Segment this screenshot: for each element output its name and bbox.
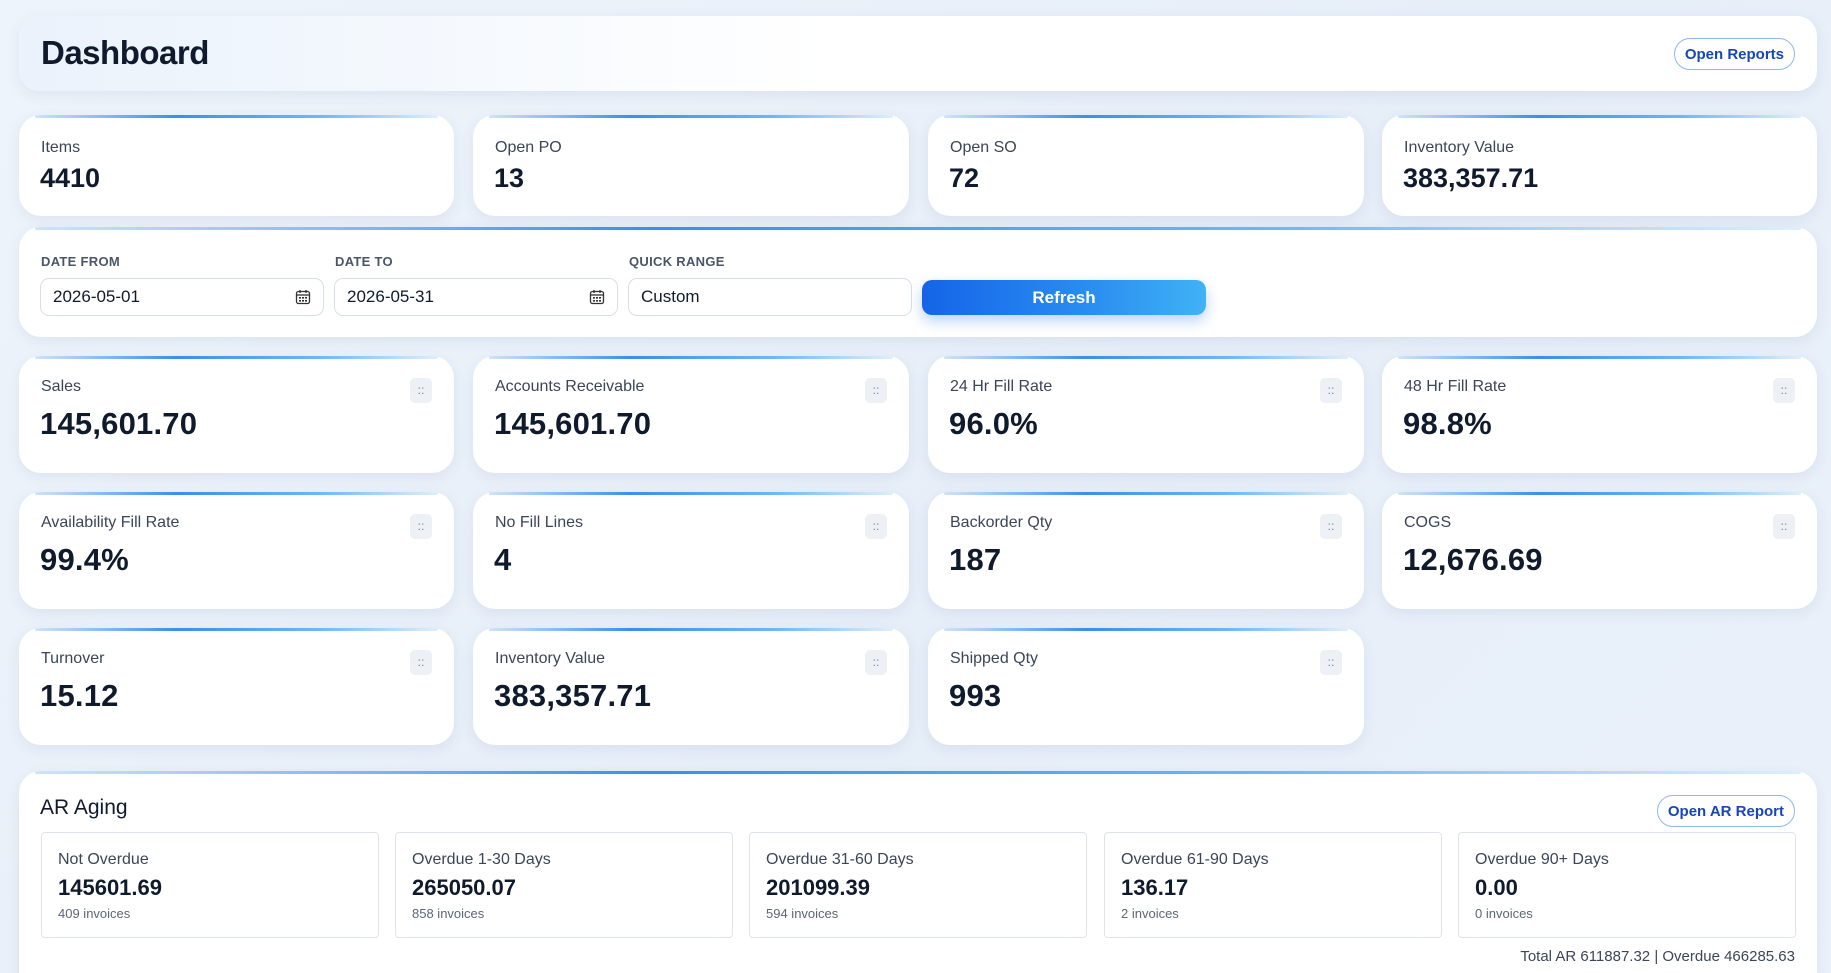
metric-value: 145,601.70 bbox=[494, 406, 652, 441]
ar-bucket-overdue-90-plus: Overdue 90+ Days 0.00 0 invoices bbox=[1458, 832, 1796, 938]
drag-handle-icon[interactable]: :: bbox=[865, 650, 887, 675]
kpi-value: 4410 bbox=[40, 163, 101, 193]
drag-handle-icon[interactable]: :: bbox=[1320, 650, 1342, 675]
quick-range-value: Custom bbox=[641, 287, 700, 306]
kpi-card-open-so: Open SO 72 bbox=[928, 115, 1364, 216]
date-from-input[interactable]: 2026-05-01 bbox=[40, 278, 324, 316]
metric-card-sales: Sales 145,601.70 :: bbox=[19, 356, 454, 473]
drag-handle-icon[interactable]: :: bbox=[1320, 378, 1342, 403]
metric-label: COGS bbox=[1404, 514, 1452, 531]
metric-value: 99.4% bbox=[40, 542, 129, 577]
kpi-card-items: Items 4410 bbox=[19, 115, 454, 216]
metric-value: 12,676.69 bbox=[1403, 542, 1543, 577]
page-title: Dashboard bbox=[41, 34, 209, 71]
bucket-invoice-count: 858 invoices bbox=[412, 906, 485, 921]
quick-range-select[interactable]: Custom bbox=[628, 278, 912, 316]
date-to-value: 2026-05-31 bbox=[347, 287, 434, 306]
metric-label: Inventory Value bbox=[495, 650, 605, 667]
metric-card-cogs: COGS 12,676.69 :: bbox=[1382, 492, 1817, 609]
metric-value: 187 bbox=[949, 542, 1002, 577]
open-reports-button[interactable]: Open Reports bbox=[1673, 38, 1795, 70]
date-to-label: DATE TO bbox=[335, 254, 393, 269]
bucket-label: Overdue 90+ Days bbox=[1475, 851, 1609, 868]
metric-card-availability-fill-rate: Availability Fill Rate 99.4% :: bbox=[19, 492, 454, 609]
metric-label: Accounts Receivable bbox=[495, 378, 645, 395]
bucket-value: 145601.69 bbox=[58, 875, 162, 900]
metric-label: Shipped Qty bbox=[950, 650, 1039, 667]
metric-label: 24 Hr Fill Rate bbox=[950, 378, 1053, 395]
metric-card-turnover: Turnover 15.12 :: bbox=[19, 628, 454, 745]
bucket-value: 136.17 bbox=[1121, 875, 1189, 900]
ar-aging-title: AR Aging bbox=[40, 796, 128, 819]
kpi-label: Open PO bbox=[495, 139, 562, 156]
date-from-label: DATE FROM bbox=[41, 254, 121, 269]
metric-label: Turnover bbox=[41, 650, 105, 667]
drag-handle-icon[interactable]: :: bbox=[1773, 514, 1795, 539]
kpi-value: 13 bbox=[494, 163, 525, 193]
kpi-value: 72 bbox=[949, 163, 980, 193]
metric-label: Sales bbox=[41, 378, 82, 395]
bucket-label: Overdue 1-30 Days bbox=[412, 851, 551, 868]
metric-card-24hr-fill-rate: 24 Hr Fill Rate 96.0% :: bbox=[928, 356, 1364, 473]
metric-value: 4 bbox=[494, 542, 512, 577]
calendar-icon[interactable] bbox=[589, 289, 605, 305]
ar-bucket-overdue-1-30: Overdue 1-30 Days 265050.07 858 invoices bbox=[395, 832, 733, 938]
ar-bucket-overdue-31-60: Overdue 31-60 Days 201099.39 594 invoice… bbox=[749, 832, 1087, 938]
drag-handle-icon[interactable]: :: bbox=[1320, 514, 1342, 539]
metric-card-backorder-qty: Backorder Qty 187 :: bbox=[928, 492, 1364, 609]
drag-handle-icon[interactable]: :: bbox=[865, 514, 887, 539]
date-from-value: 2026-05-01 bbox=[53, 287, 140, 306]
quick-range-label: QUICK RANGE bbox=[629, 254, 725, 269]
ar-total-summary: Total AR 611887.32 | Overdue 466285.63 bbox=[1520, 948, 1795, 965]
metric-label: No Fill Lines bbox=[495, 514, 584, 531]
bucket-invoice-count: 409 invoices bbox=[58, 906, 131, 921]
metric-value: 98.8% bbox=[1403, 406, 1492, 441]
bucket-invoice-count: 594 invoices bbox=[766, 906, 839, 921]
ar-aging-panel: AR Aging Open AR Report Not Overdue 1456… bbox=[19, 771, 1817, 973]
metric-value: 145,601.70 bbox=[40, 406, 198, 441]
metric-value: 96.0% bbox=[949, 406, 1038, 441]
metric-label: Availability Fill Rate bbox=[41, 514, 180, 531]
bucket-invoice-count: 2 invoices bbox=[1121, 906, 1179, 921]
metric-card-accounts-receivable: Accounts Receivable 145,601.70 :: bbox=[473, 356, 909, 473]
kpi-label: Open SO bbox=[950, 139, 1017, 156]
metric-card-inventory-value: Inventory Value 383,357.71 :: bbox=[473, 628, 909, 745]
metric-card-48hr-fill-rate: 48 Hr Fill Rate 98.8% :: bbox=[1382, 356, 1817, 473]
drag-handle-icon[interactable]: :: bbox=[865, 378, 887, 403]
metric-value: 993 bbox=[949, 678, 1002, 713]
bucket-value: 201099.39 bbox=[766, 875, 870, 900]
date-to-input[interactable]: 2026-05-31 bbox=[334, 278, 618, 316]
kpi-value: 383,357.71 bbox=[1403, 163, 1539, 193]
drag-handle-icon[interactable]: :: bbox=[1773, 378, 1795, 403]
drag-handle-icon[interactable]: :: bbox=[410, 378, 432, 403]
calendar-icon[interactable] bbox=[295, 289, 311, 305]
drag-handle-icon[interactable]: :: bbox=[410, 514, 432, 539]
bucket-label: Not Overdue bbox=[58, 851, 149, 868]
kpi-card-inventory-value: Inventory Value 383,357.71 bbox=[1382, 115, 1817, 216]
metric-value: 383,357.71 bbox=[494, 678, 652, 713]
ar-bucket-overdue-61-90: Overdue 61-90 Days 136.17 2 invoices bbox=[1104, 832, 1442, 938]
open-ar-report-button[interactable]: Open AR Report bbox=[1656, 795, 1795, 827]
dashboard-header: Dashboard Open Reports bbox=[19, 16, 1817, 91]
metric-card-no-fill-lines: No Fill Lines 4 :: bbox=[473, 492, 909, 609]
drag-handle-icon[interactable]: :: bbox=[410, 650, 432, 675]
metric-card-shipped-qty: Shipped Qty 993 :: bbox=[928, 628, 1364, 745]
metric-label: 48 Hr Fill Rate bbox=[1404, 378, 1507, 395]
date-filter-bar: DATE FROM 2026-05-01 DATE TO 2026-05-31 … bbox=[19, 227, 1817, 337]
kpi-label: Inventory Value bbox=[1404, 139, 1514, 156]
bucket-invoice-count: 0 invoices bbox=[1475, 906, 1533, 921]
metric-value: 15.12 bbox=[40, 678, 119, 713]
ar-bucket-not-overdue: Not Overdue 145601.69 409 invoices bbox=[41, 832, 379, 938]
kpi-label: Items bbox=[41, 139, 81, 156]
bucket-label: Overdue 31-60 Days bbox=[766, 851, 914, 868]
metric-label: Backorder Qty bbox=[950, 514, 1053, 531]
bucket-value: 265050.07 bbox=[412, 875, 516, 900]
bucket-label: Overdue 61-90 Days bbox=[1121, 851, 1269, 868]
bucket-value: 0.00 bbox=[1475, 875, 1518, 900]
refresh-button[interactable]: Refresh bbox=[922, 280, 1206, 315]
kpi-card-open-po: Open PO 13 bbox=[473, 115, 909, 216]
